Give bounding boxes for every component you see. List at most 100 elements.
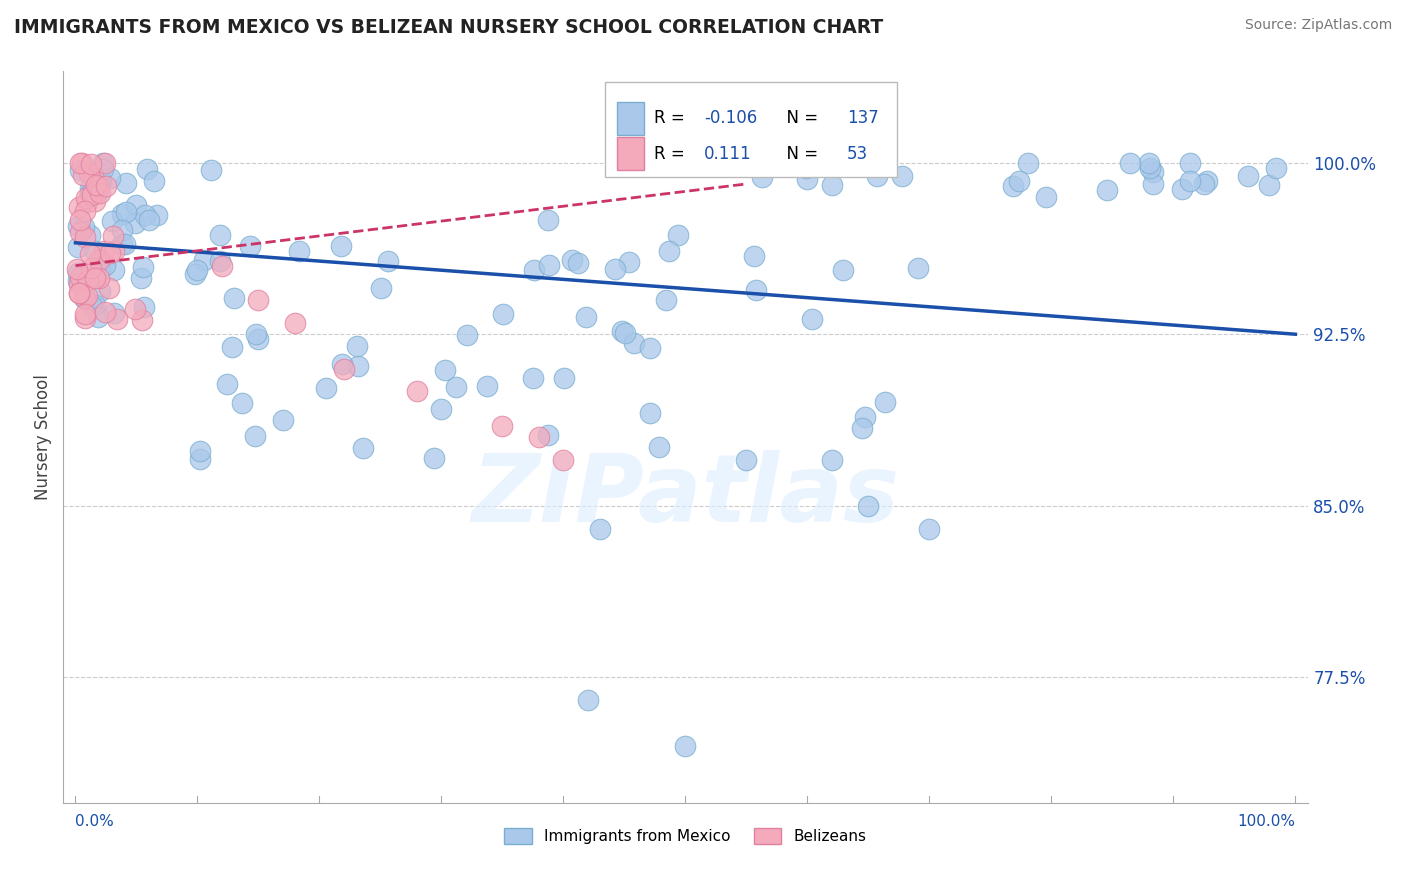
Point (851, 421, 873, 435)
Point (666, 227, 689, 242)
Point (654, 293, 676, 308)
Point (93, 244, 115, 259)
Point (1002, 179, 1025, 194)
Point (211, 259, 233, 273)
Point (623, 336, 645, 351)
Text: 0.111: 0.111 (704, 145, 752, 162)
Point (89, 172, 111, 186)
Point (72, 169, 94, 183)
Point (855, 410, 877, 425)
Point (377, 254, 399, 268)
Point (527, 430, 550, 444)
Legend: Immigrants from Mexico, Belizeans: Immigrants from Mexico, Belizeans (498, 822, 873, 850)
Point (94, 305, 117, 319)
Point (523, 262, 546, 277)
Text: N =: N = (776, 145, 824, 162)
Text: 137: 137 (848, 110, 879, 128)
Point (83, 244, 105, 258)
Point (114, 237, 136, 252)
Point (1178, 155, 1201, 169)
Point (105, 312, 128, 326)
Point (217, 377, 239, 392)
Point (751, 169, 773, 184)
Point (101, 213, 124, 227)
Point (87, 178, 110, 193)
Point (824, 157, 846, 171)
Point (735, 453, 758, 467)
Point (231, 396, 253, 410)
Text: N =: N = (776, 110, 824, 128)
Point (124, 216, 146, 230)
Point (184, 267, 207, 281)
Point (91, 162, 114, 177)
Point (1265, 161, 1288, 176)
Point (1139, 161, 1161, 175)
Point (79, 186, 101, 201)
Point (492, 307, 515, 321)
Point (576, 693, 599, 707)
FancyBboxPatch shape (605, 82, 897, 178)
Point (1192, 178, 1215, 192)
Point (347, 359, 370, 374)
Point (73, 229, 96, 244)
Point (90, 176, 112, 190)
Point (346, 338, 368, 352)
Point (143, 174, 166, 188)
Point (614, 326, 637, 340)
Point (138, 213, 160, 227)
Point (352, 442, 374, 456)
Point (132, 300, 155, 314)
Point (1195, 174, 1218, 188)
Point (333, 361, 356, 376)
Point (1178, 173, 1201, 187)
Point (446, 380, 468, 394)
Point (1137, 155, 1160, 169)
Point (86, 310, 108, 324)
Point (115, 205, 138, 219)
Point (186, 262, 208, 277)
Point (209, 228, 232, 243)
Text: 53: 53 (848, 145, 869, 162)
Point (245, 327, 267, 342)
Point (1142, 178, 1164, 192)
Point (69, 162, 91, 177)
Point (370, 281, 392, 295)
Point (131, 313, 153, 327)
Point (67, 286, 90, 301)
Point (84, 178, 107, 192)
Point (75, 191, 97, 205)
Point (103, 306, 125, 320)
Point (89, 186, 111, 200)
Point (284, 316, 307, 330)
Point (406, 384, 429, 399)
Point (246, 332, 269, 346)
Point (617, 255, 640, 269)
Point (658, 244, 681, 258)
Point (1170, 182, 1192, 196)
Bar (617, 102, 644, 135)
Point (73, 307, 96, 321)
Point (87, 186, 110, 200)
Point (103, 244, 125, 258)
Point (66, 262, 89, 277)
Bar (617, 137, 644, 170)
Point (589, 521, 612, 535)
Point (612, 324, 634, 338)
Point (89, 284, 111, 298)
Point (561, 253, 583, 268)
Point (73, 291, 96, 305)
Point (821, 178, 844, 192)
Point (831, 262, 853, 277)
Point (238, 238, 260, 252)
Point (247, 293, 270, 307)
Point (567, 256, 589, 270)
Point (675, 739, 697, 753)
Text: Source: ZipAtlas.com: Source: ZipAtlas.com (1244, 18, 1392, 32)
Point (69, 274, 91, 288)
Point (907, 261, 929, 276)
Point (84, 271, 107, 285)
Text: ZIPatlas: ZIPatlas (471, 450, 900, 541)
Point (1017, 155, 1039, 169)
Text: R =: R = (654, 145, 690, 162)
Point (66, 219, 89, 234)
